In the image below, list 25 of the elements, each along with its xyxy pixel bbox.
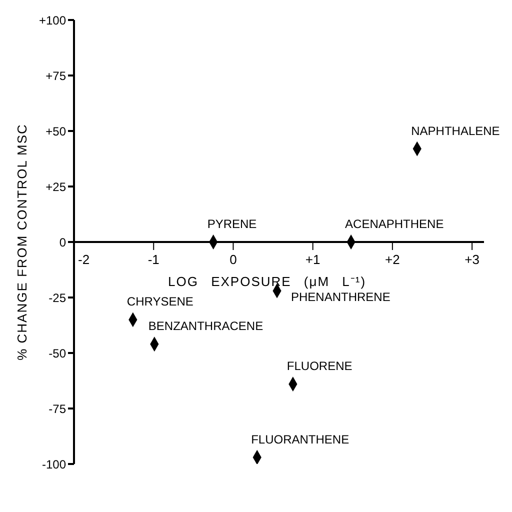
- x-tick-label: -1: [148, 252, 160, 267]
- annotation: FLUORENE: [286, 359, 352, 374]
- annotation: PHENANTHRENE: [291, 290, 390, 304]
- annotation: ACENAPHTHENE: [345, 217, 444, 231]
- annotation: NAPHTHALENE: [411, 124, 500, 138]
- y-tick-label: -100: [42, 457, 66, 472]
- x-tick-label: +1: [305, 252, 320, 267]
- x-tick-label: +2: [385, 252, 400, 267]
- y-tick-label: +100: [38, 13, 66, 28]
- y-tick-label: -25: [48, 290, 66, 305]
- y-tick-label: +75: [46, 68, 66, 83]
- y-axis-title: % CHANGE FROM CONTROL MSC: [14, 124, 30, 360]
- x-axis-title: LOG EXPOSURE (μM L⁻¹): [168, 273, 366, 290]
- x-tick-label: -2: [78, 252, 90, 267]
- y-tick-label: -75: [48, 402, 66, 416]
- y-tick-label: 0: [59, 235, 66, 250]
- y-tick-label: +50: [46, 124, 66, 138]
- annotation: PYRENE: [207, 217, 257, 231]
- annotation: FLUORANTHENE: [251, 432, 350, 446]
- x-tick-label: 0: [230, 252, 237, 267]
- y-tick-label: -50: [48, 346, 66, 360]
- annotation: CHRYSENE: [126, 294, 194, 309]
- annotation: BENZANTHRACENE: [148, 319, 264, 334]
- x-tick-label: +3: [464, 252, 480, 267]
- y-tick-label: +25: [46, 180, 66, 194]
